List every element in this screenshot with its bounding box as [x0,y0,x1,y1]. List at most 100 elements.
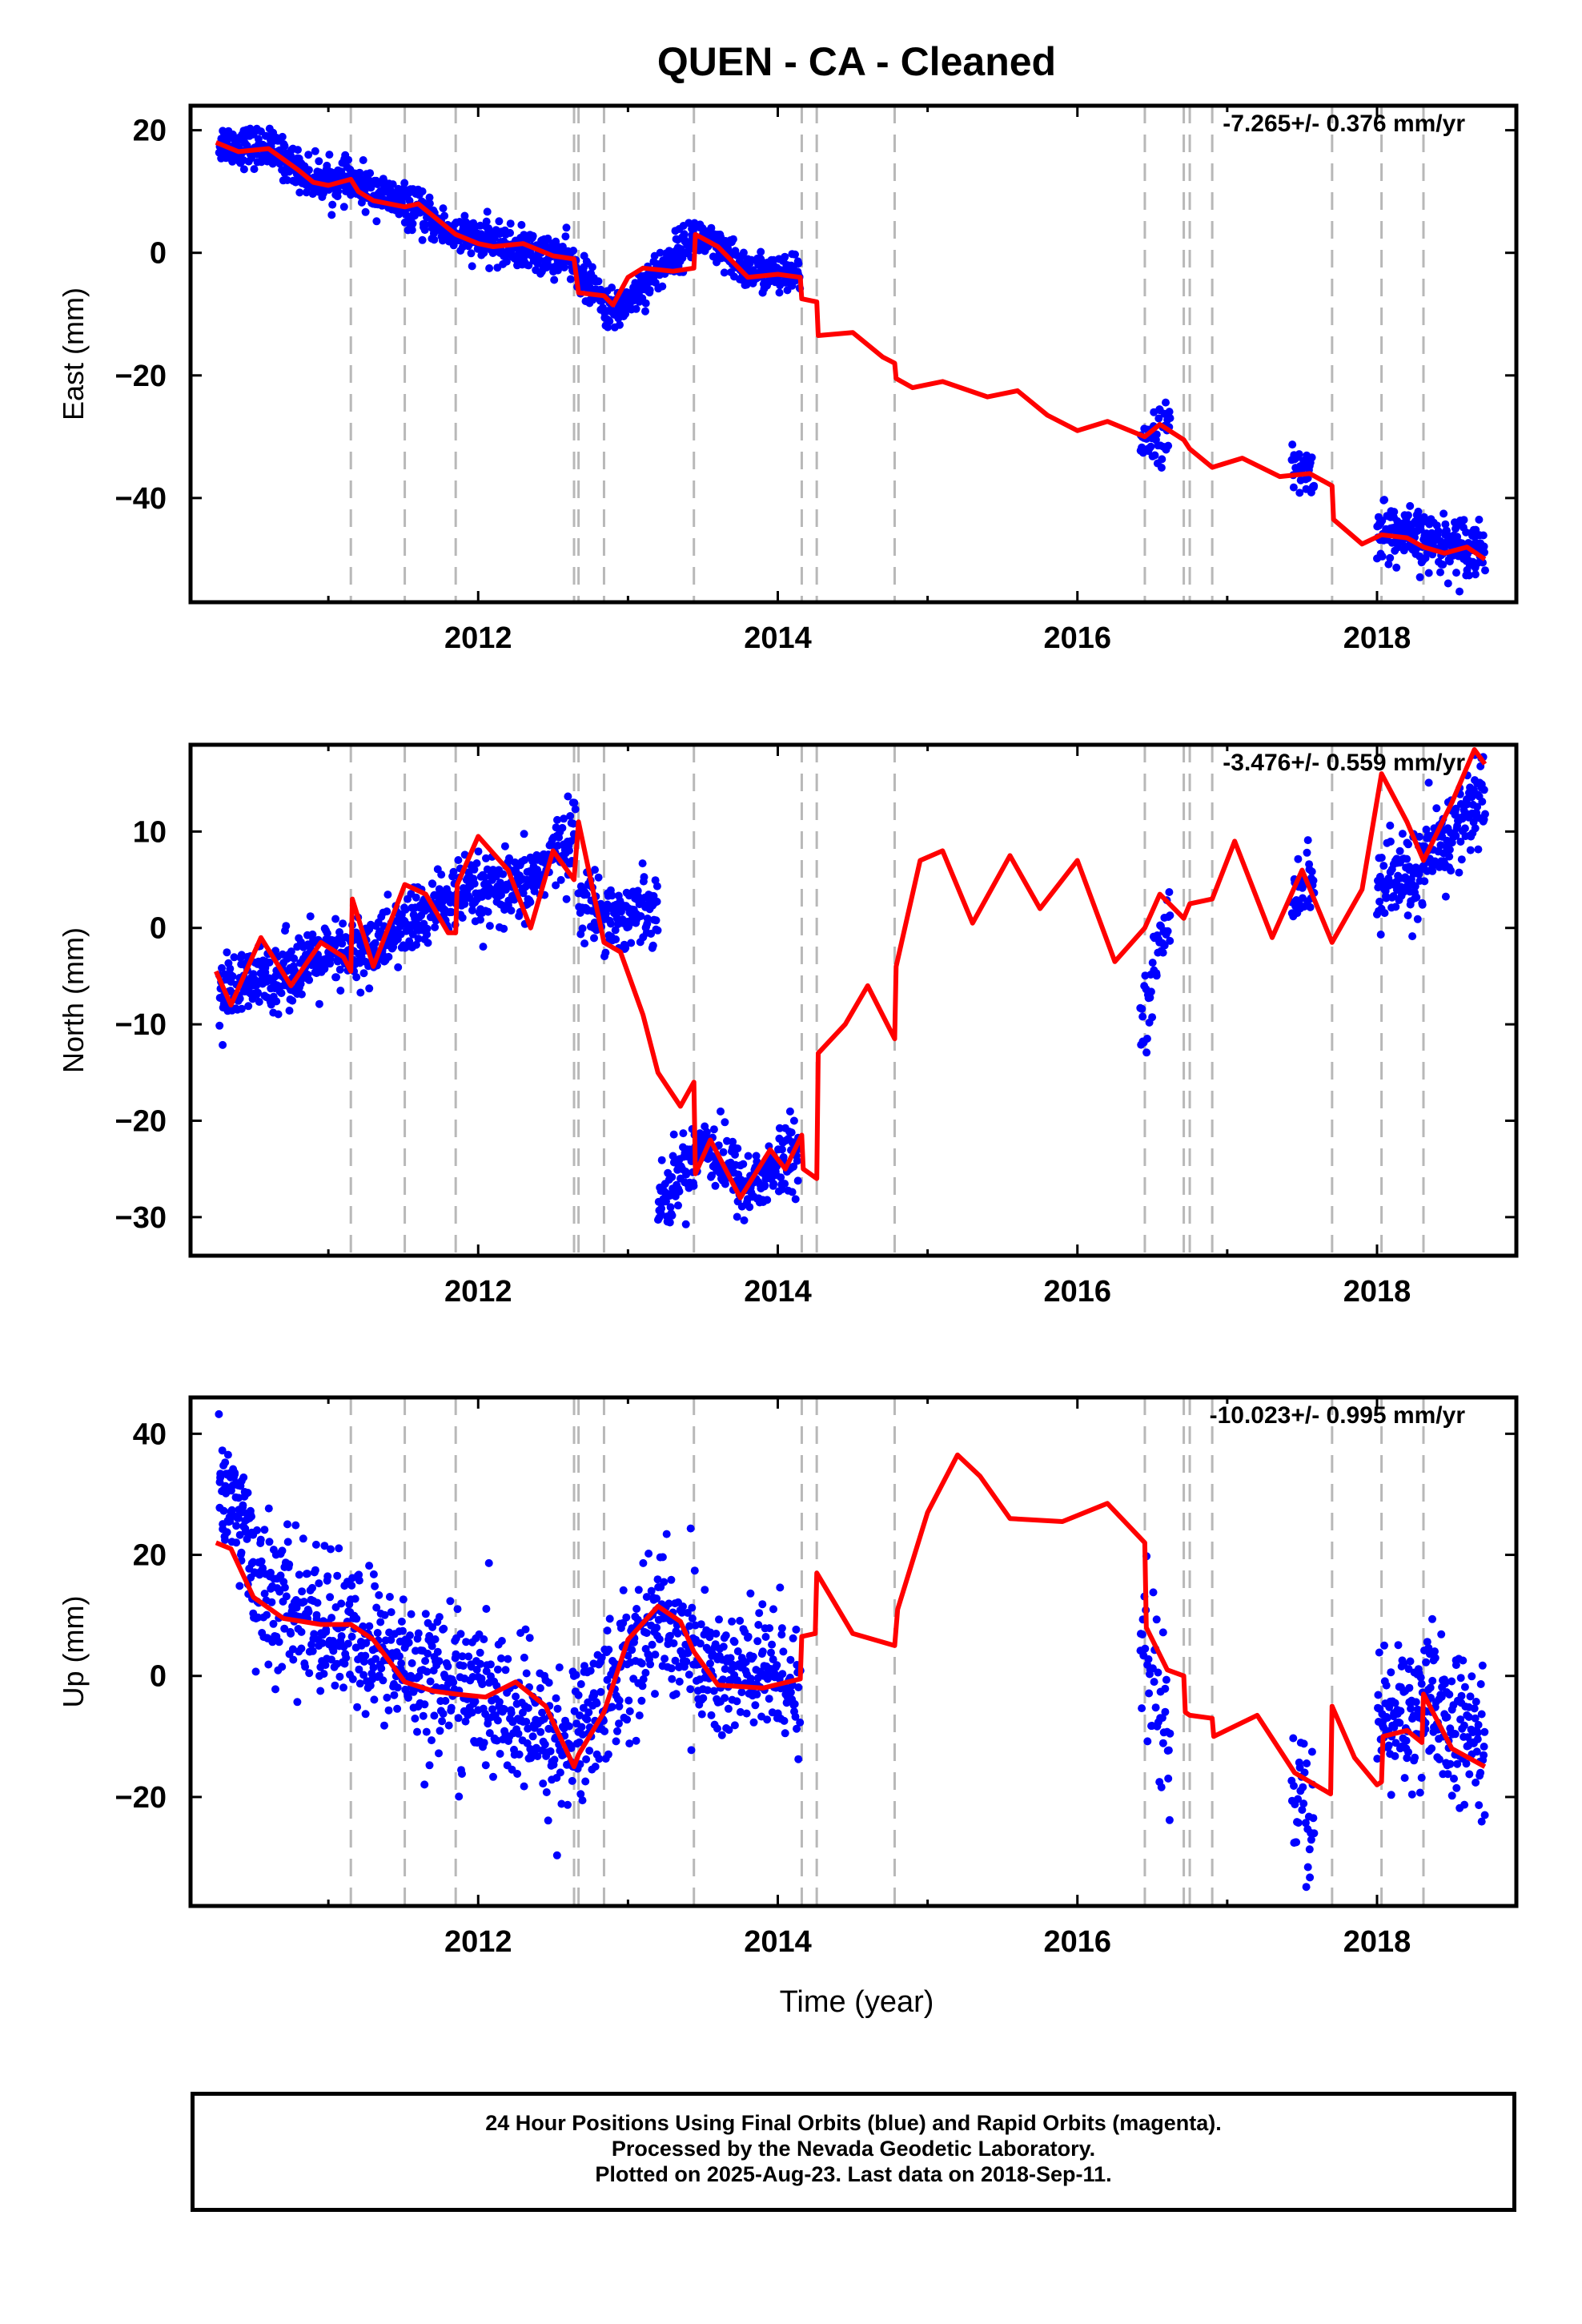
data-point [280,1624,289,1633]
y-tick-label: 20 [133,115,167,148]
data-point [482,854,490,862]
data-point [1166,414,1174,423]
data-point [470,879,479,888]
data-point [464,1652,473,1661]
data-point [506,219,515,228]
data-point [660,1578,669,1586]
data-point [1411,1753,1419,1762]
data-point [488,1705,496,1714]
data-point [1166,936,1174,945]
data-point [665,1599,673,1608]
data-point [1431,857,1439,866]
data-point [1476,1768,1485,1777]
data-point [605,1614,614,1623]
data-point [278,1546,287,1555]
data-point [584,1708,593,1717]
data-point [786,1688,795,1697]
data-point [1300,1768,1309,1777]
footer-line-3: Plotted on 2025-Aug-23. Last data on 201… [595,2162,1112,2186]
data-point [430,1711,439,1720]
data-point [1144,1655,1153,1663]
data-point [1465,1770,1474,1779]
data-point [369,1570,378,1578]
data-point [538,1708,547,1717]
data-point [1407,1704,1415,1713]
data-point [320,964,329,973]
data-point [255,998,263,1006]
data-point [776,1583,785,1592]
data-point [1443,1713,1452,1722]
data-point [485,922,494,931]
data-point [388,180,397,189]
data-point [485,1729,494,1738]
data-point [578,1796,587,1805]
data-point [1478,798,1487,806]
data-point [267,1598,276,1606]
data-point [709,1687,718,1695]
data-point [282,922,291,931]
data-point [777,1145,786,1154]
data-point [773,1661,781,1670]
data-point [673,1629,682,1638]
data-point [746,1675,755,1683]
y-axis-label: Up (mm) [57,1596,90,1708]
data-point [615,1719,623,1728]
footer-line-2: Processed by the Nevada Geodetic Laborat… [611,2137,1096,2161]
data-point [729,1137,737,1146]
data-point [514,1729,523,1738]
data-point [520,1782,528,1791]
data-point [591,1763,600,1771]
data-point [1403,911,1412,920]
data-point [1158,1714,1166,1723]
x-tick-label: 2016 [1043,1925,1111,1959]
data-point [431,923,440,931]
data-point [1301,1819,1310,1827]
data-point [295,1570,303,1579]
data-point [231,1469,239,1478]
data-point [1163,927,1172,935]
data-point [1474,845,1483,854]
data-point [271,1685,279,1694]
data-point [632,304,640,313]
data-point [526,898,535,907]
data-point [483,865,492,874]
data-point [339,919,347,928]
data-point [641,299,650,308]
data-point [789,1116,798,1125]
data-point [747,255,756,264]
data-point [1468,793,1476,802]
data-point [343,1639,352,1648]
data-point [1447,866,1456,875]
data-point [1460,1800,1469,1809]
y-tick-label: −20 [115,1104,167,1138]
data-point [311,1540,320,1549]
data-point [1452,1783,1461,1792]
data-point [1162,1675,1170,1684]
data-point [458,1652,467,1661]
data-point [746,1589,755,1598]
data-point [456,1630,465,1638]
data-point [1165,408,1174,416]
data-point [645,286,654,295]
data-point [1443,579,1452,588]
footer-box: 24 Hour Positions Using Final Orbits (bl… [191,2092,1516,2212]
data-point [452,1650,460,1659]
data-point [467,249,476,258]
y-tick-label: 0 [150,912,167,946]
data-point [1412,893,1421,902]
data-point [280,142,289,151]
data-point [297,1644,306,1653]
data-point [1164,1774,1173,1783]
data-point [1468,1672,1476,1681]
data-point [1428,1614,1436,1623]
data-point [721,1631,730,1640]
data-point [310,1630,319,1638]
data-point [721,1180,729,1188]
data-point [311,1566,319,1574]
data-point [305,1669,314,1678]
data-point [472,859,481,867]
data-point [1424,778,1433,787]
data-point [588,263,596,271]
data-point [339,1683,347,1692]
